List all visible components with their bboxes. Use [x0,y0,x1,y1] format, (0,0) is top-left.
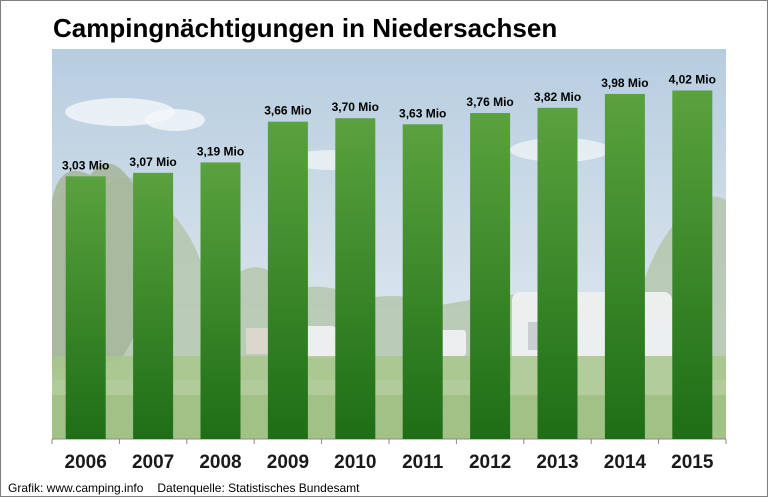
bar-2011 [402,124,443,440]
data-label-2010: 3,70 Mio [332,100,379,114]
x-tick-label-2006: 2006 [65,452,107,473]
data-label-2009: 3,66 Mio [264,104,311,118]
x-tick-label-2011: 2011 [402,452,444,473]
footer-source: Datenquelle: Statistisches Bundesamt [157,481,360,495]
bar-2012 [470,113,511,440]
bar-2007 [133,172,174,439]
x-tick-label-2013: 2013 [536,452,578,473]
chart-title: Campingnächtigungen in Niedersachsen [53,13,558,43]
x-tick-label-2010: 2010 [334,452,376,473]
footer: Grafik: www.camping.info Datenquelle: Sta… [8,481,360,495]
x-tick-label-2009: 2009 [267,452,309,473]
data-label-2015: 4,02 Mio [669,72,716,86]
x-ticks-group [51,439,727,444]
data-label-2008: 3,19 Mio [197,144,244,158]
data-label-2014: 3,98 Mio [601,76,648,90]
x-tick-label-2007: 2007 [132,452,174,473]
caravan-small [440,330,466,356]
caravan-small [300,326,336,358]
bar-2010 [335,118,376,440]
data-label-2007: 3,07 Mio [129,155,176,169]
bar-2006 [65,176,106,439]
footer-credit: Grafik: www.camping.info [8,481,144,495]
x-tick-label-2012: 2012 [469,452,511,473]
data-label-2012: 3,76 Mio [466,95,513,109]
cloud [145,109,205,131]
data-label-2006: 3,03 Mio [62,158,109,172]
x-tick-labels-group: 2006 2007 2008 2009 2010 2011 2012 2013 2014 2015 [65,452,714,473]
bars-group [65,90,713,440]
data-label-2013: 3,82 Mio [534,90,581,104]
bar-2013 [537,107,578,439]
x-tick-label-2015: 2015 [671,452,714,473]
bar-2008 [200,162,241,439]
bar-2009 [267,121,308,439]
x-tick-label-2014: 2014 [604,452,647,473]
x-tick-label-2008: 2008 [199,452,241,473]
data-label-2011: 3,63 Mio [399,106,446,120]
bar-2015 [672,90,713,439]
bar-2014 [604,93,645,440]
data-labels-group: 3,03 Mio 3,07 Mio 3,19 Mio 3,66 Mio 3,70 Mio… [62,72,716,172]
